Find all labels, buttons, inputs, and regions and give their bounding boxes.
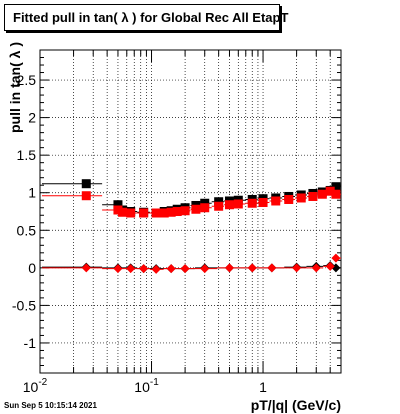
data-point bbox=[325, 261, 335, 271]
series-1 bbox=[42, 186, 341, 218]
data-point bbox=[126, 208, 136, 218]
data-point bbox=[166, 264, 176, 274]
y-tick-label: 0 bbox=[28, 260, 36, 276]
data-point bbox=[325, 186, 335, 196]
data-point bbox=[139, 264, 149, 274]
data-point bbox=[331, 182, 341, 192]
data-point bbox=[214, 197, 224, 207]
data-point bbox=[331, 253, 341, 263]
data-point bbox=[180, 264, 190, 274]
data-point bbox=[317, 189, 327, 199]
chart-title: Fitted pull in tan( λ ) for Global Rec A… bbox=[4, 4, 288, 31]
data-point bbox=[151, 208, 161, 218]
data-point bbox=[81, 263, 91, 273]
x-axis-label: pT/|q| (GeV/c) bbox=[251, 397, 341, 413]
data-point bbox=[296, 193, 306, 203]
data-point bbox=[172, 207, 182, 216]
data-point bbox=[180, 206, 190, 216]
data-point bbox=[81, 179, 91, 189]
data-point bbox=[247, 263, 257, 273]
data-point bbox=[159, 208, 169, 218]
data-point bbox=[139, 208, 149, 218]
data-point bbox=[233, 199, 243, 209]
data-point bbox=[247, 198, 257, 208]
data-point bbox=[271, 196, 281, 206]
y-axis-label: pull in tan( λ ) bbox=[7, 42, 23, 133]
data-point bbox=[113, 205, 123, 215]
data-point bbox=[81, 191, 91, 201]
y-tick-label: 2 bbox=[28, 110, 36, 126]
data-point bbox=[113, 200, 123, 210]
data-point bbox=[311, 263, 321, 273]
data-point bbox=[200, 203, 210, 213]
x-tick-label: 10-2 bbox=[23, 377, 48, 395]
data-point bbox=[200, 264, 210, 274]
data-point bbox=[191, 204, 201, 214]
data-point bbox=[214, 201, 224, 211]
data-point bbox=[224, 200, 234, 210]
y-tick-label: 0.5 bbox=[17, 222, 37, 238]
data-point bbox=[151, 264, 161, 274]
y-tick-label: -0.5 bbox=[12, 297, 36, 313]
data-point bbox=[224, 263, 234, 273]
data-point bbox=[267, 263, 277, 273]
x-tick-label: 10-1 bbox=[134, 377, 159, 395]
x-tick-label: 1 bbox=[259, 379, 267, 395]
data-point bbox=[113, 264, 123, 274]
timestamp: Sun Sep 5 10:15:14 2021 bbox=[4, 401, 97, 410]
y-tick-label: 1.5 bbox=[17, 147, 37, 163]
data-point bbox=[331, 189, 341, 199]
data-point bbox=[258, 197, 268, 207]
y-tick-label: 2.5 bbox=[17, 72, 37, 88]
data-point bbox=[292, 263, 302, 273]
grid bbox=[39, 50, 342, 373]
data-point bbox=[308, 191, 318, 201]
data-point bbox=[284, 194, 294, 204]
data-point bbox=[118, 207, 128, 217]
plot-frame bbox=[39, 49, 342, 374]
data-point bbox=[166, 207, 176, 217]
y-tick-label: 1 bbox=[28, 185, 36, 201]
data-point bbox=[126, 264, 136, 274]
data-point bbox=[200, 198, 210, 208]
series-3 bbox=[42, 253, 341, 274]
y-tick-label: -1 bbox=[24, 335, 37, 351]
